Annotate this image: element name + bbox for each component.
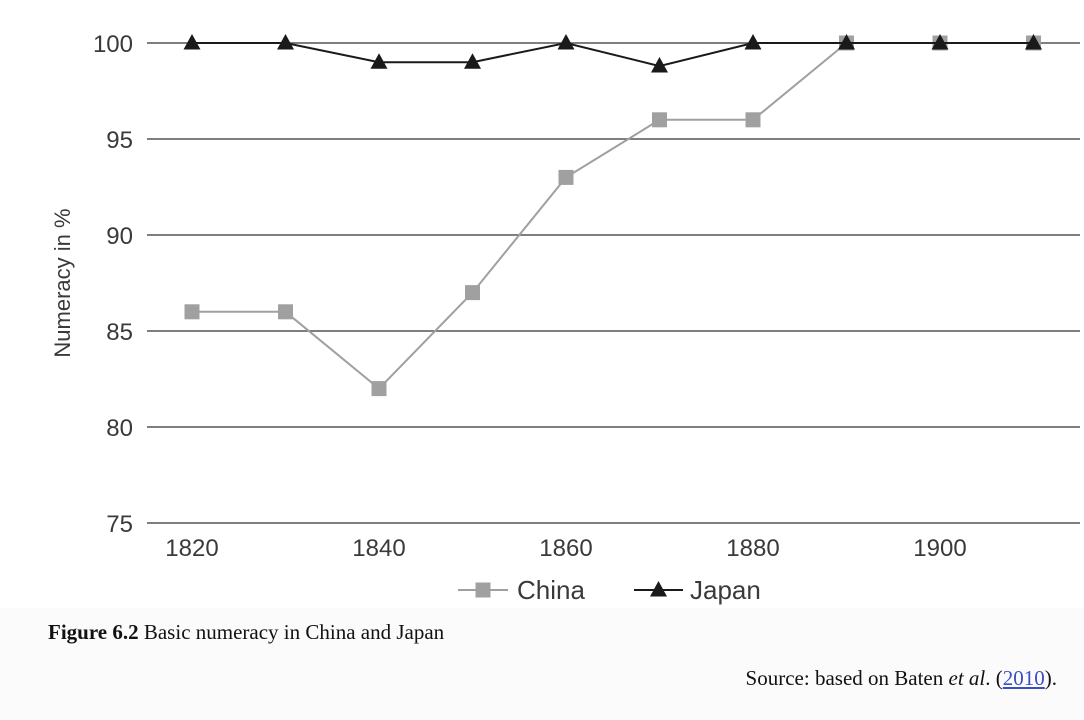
x-tick-label: 1880 bbox=[726, 535, 779, 562]
china-point bbox=[465, 285, 480, 301]
x-tick-label: 1860 bbox=[539, 535, 592, 562]
source-note: Source: based on Baten et al. (2010). bbox=[746, 666, 1057, 691]
line-chart: 75 80 85 90 95 100 1820 1840 1860 1880 1900 Numer… bbox=[50, 31, 1080, 605]
source-prefix: Source: based on Baten bbox=[745, 666, 949, 690]
legend-china-marker bbox=[475, 582, 491, 598]
y-tick-label: 85 bbox=[106, 319, 133, 346]
source-etal: et al bbox=[948, 666, 986, 690]
series-layer bbox=[183, 34, 1042, 397]
japan-point bbox=[464, 53, 481, 69]
japan-point bbox=[183, 34, 201, 50]
y-axis-title: Numeracy in % bbox=[50, 208, 75, 357]
y-tick-label: 75 bbox=[106, 511, 133, 538]
china-point bbox=[278, 304, 293, 320]
japan-point bbox=[838, 34, 855, 50]
series-japan bbox=[183, 34, 1042, 73]
japan-point bbox=[651, 57, 668, 73]
japan-line bbox=[192, 41, 1034, 68]
legend: China Japan bbox=[458, 575, 761, 605]
china-point bbox=[184, 304, 200, 320]
y-axis-ticks: 75 80 85 90 95 100 bbox=[93, 31, 133, 538]
legend-item-japan: Japan bbox=[634, 575, 761, 605]
legend-label-japan: Japan bbox=[690, 575, 761, 605]
gridlines bbox=[147, 42, 1080, 524]
japan-point bbox=[277, 34, 294, 50]
source-suffix: ). bbox=[1044, 666, 1057, 690]
series-china bbox=[184, 35, 1041, 397]
legend-label-china: China bbox=[517, 575, 585, 605]
japan-point bbox=[744, 34, 762, 50]
japan-point bbox=[931, 34, 949, 50]
china-point bbox=[745, 112, 761, 128]
figure-panel: 75 80 85 90 95 100 1820 1840 1860 1880 1900 Numer… bbox=[50, 31, 1080, 605]
japan-point bbox=[1025, 34, 1042, 50]
japan-point bbox=[557, 34, 575, 50]
china-point bbox=[652, 112, 667, 128]
china-line bbox=[192, 42, 1034, 390]
y-tick-label: 90 bbox=[106, 223, 133, 250]
x-axis-ticks: 1820 1840 1860 1880 1900 bbox=[165, 535, 966, 562]
y-tick-label: 100 bbox=[93, 31, 133, 58]
china-point bbox=[558, 169, 574, 185]
x-tick-label: 1900 bbox=[913, 535, 966, 562]
china-point bbox=[371, 381, 387, 397]
source-middle: . ( bbox=[985, 666, 1003, 690]
legend-item-china: China bbox=[458, 575, 585, 605]
japan-point bbox=[370, 53, 388, 69]
y-tick-label: 80 bbox=[106, 415, 133, 442]
figure-caption: Figure 6.2 Basic numeracy in China and J… bbox=[48, 620, 444, 645]
x-tick-label: 1840 bbox=[352, 535, 405, 562]
x-tick-label: 1820 bbox=[165, 535, 218, 562]
figure-number: Figure 6.2 bbox=[48, 620, 139, 644]
y-tick-label: 95 bbox=[106, 127, 133, 154]
figure-caption-text: Basic numeracy in China and Japan bbox=[138, 620, 445, 644]
citation-year-link[interactable]: 2010 bbox=[1002, 666, 1045, 690]
legend-japan-marker bbox=[650, 581, 667, 597]
